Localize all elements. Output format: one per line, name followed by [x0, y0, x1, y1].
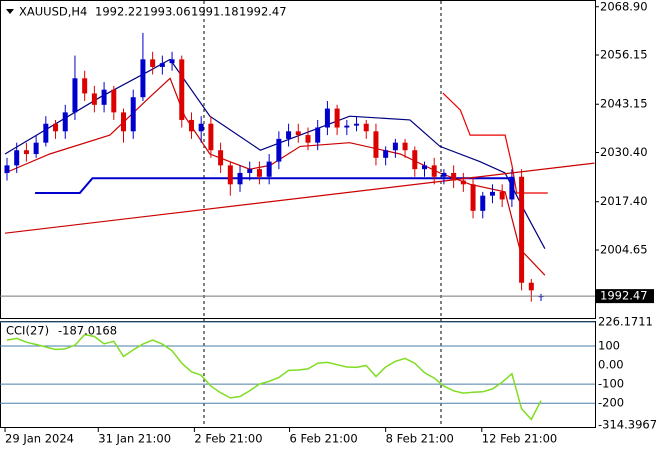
y-tick-label: -100	[598, 377, 624, 391]
candle-body	[305, 135, 311, 143]
candle-body	[256, 169, 262, 177]
x-tick-label: 8 Feb 21:00	[386, 432, 454, 446]
candle-body	[237, 172, 243, 185]
high-value: 1993.06	[143, 5, 191, 19]
candle-body	[470, 184, 476, 211]
candle-body	[72, 78, 78, 113]
candle-body	[43, 123, 49, 143]
y-tick-label: 2030.40	[600, 145, 648, 159]
candle-body	[460, 180, 466, 185]
candle-body	[150, 59, 156, 67]
candle-body	[295, 131, 301, 136]
candle-body	[208, 123, 214, 151]
symbol: XAUUSD,H4	[19, 5, 87, 19]
x-tick-label: 2 Feb 21:00	[194, 432, 262, 446]
candle-body	[169, 59, 175, 64]
candle-body	[402, 142, 408, 151]
candle-body	[354, 123, 360, 126]
candle-body	[451, 172, 457, 181]
candle-body	[324, 108, 330, 128]
candle-body	[519, 176, 525, 283]
x-tick-label: 29 Jan 2024	[5, 432, 74, 446]
candle-body	[412, 150, 418, 170]
candle-body	[23, 150, 29, 155]
candle-body	[4, 165, 10, 173]
candle-body	[101, 89, 107, 105]
candle-body	[218, 150, 224, 166]
x-tick-label: 31 Jan 21:00	[98, 432, 171, 446]
indicator-line	[35, 177, 510, 194]
candle-body	[489, 191, 495, 196]
candle-body	[315, 127, 321, 143]
candle-body	[198, 123, 204, 132]
candle-body	[431, 165, 437, 177]
cci-layer: 226.1711 100 0.00 -100 -200 -314.3967	[0, 315, 657, 432]
y-tick-label: 226.1711	[598, 315, 653, 329]
candle-body	[247, 169, 253, 173]
candle-body	[82, 78, 88, 94]
current-price-box	[596, 289, 654, 304]
candle-body	[383, 150, 389, 158]
candle-body	[392, 142, 398, 151]
y-tick-label: 2056.15	[600, 48, 648, 62]
candle-body	[509, 176, 515, 200]
y-tick-label: 2017.40	[600, 194, 648, 208]
open-value: 1992.22	[95, 5, 143, 19]
candle-body	[480, 195, 486, 211]
candle-body	[441, 172, 447, 177]
candle-body	[276, 138, 282, 162]
low-value: 1991.18	[191, 5, 239, 19]
candle-body	[159, 63, 165, 67]
candle-body	[140, 59, 146, 98]
x-tick-label: 6 Feb 21:00	[290, 432, 358, 446]
candle-body	[334, 108, 340, 128]
y-tick-label: 2068.90	[600, 0, 648, 13]
y-tick-label: 2004.65	[600, 243, 648, 257]
y-tick-label: -200	[598, 396, 624, 410]
close-value: 1992.47	[239, 5, 287, 19]
main-layer: 2068.90 2056.15 2043.15 2030.40 2017.40 2004.…	[0, 0, 654, 446]
candle-body	[130, 97, 136, 132]
candle-body	[266, 161, 272, 177]
candle-body	[91, 93, 97, 105]
candle-body	[121, 112, 127, 132]
cci-panel	[0, 321, 596, 428]
candle-body	[53, 123, 59, 132]
main-panel	[0, 0, 596, 319]
current-price-label: 1992.47	[600, 289, 648, 303]
candle-body	[363, 123, 369, 132]
cci-value: -187.0168	[58, 324, 117, 338]
menu-arrow	[6, 9, 14, 14]
indicator-line	[442, 92, 548, 194]
y-tick-label: 100	[598, 339, 620, 353]
header: XAUUSD,H4 1992.22 1993.06 1991.18 1992.4…	[6, 5, 287, 338]
y-tick-label: 2043.15	[600, 97, 648, 111]
candle-body	[373, 131, 379, 158]
candle-body	[179, 59, 185, 120]
candle-body	[62, 112, 68, 132]
indicator-line	[4, 162, 595, 234]
candle-body	[286, 131, 292, 139]
candle-body	[33, 142, 39, 155]
y-tick-label: 0.00	[598, 358, 624, 372]
candle-body	[227, 165, 233, 185]
y-tick-label: -314.3967	[598, 418, 657, 432]
cci-line	[6, 333, 542, 421]
candle-body	[14, 150, 20, 166]
candle-body	[499, 191, 505, 200]
candle-body	[344, 125, 350, 128]
cci-label: CCI(27)	[6, 324, 49, 338]
candle-body	[528, 282, 534, 291]
candle-body	[188, 119, 194, 132]
x-tick-label: 12 Feb 21:00	[482, 432, 557, 446]
candle-body	[111, 89, 117, 113]
candle-body	[422, 165, 428, 170]
